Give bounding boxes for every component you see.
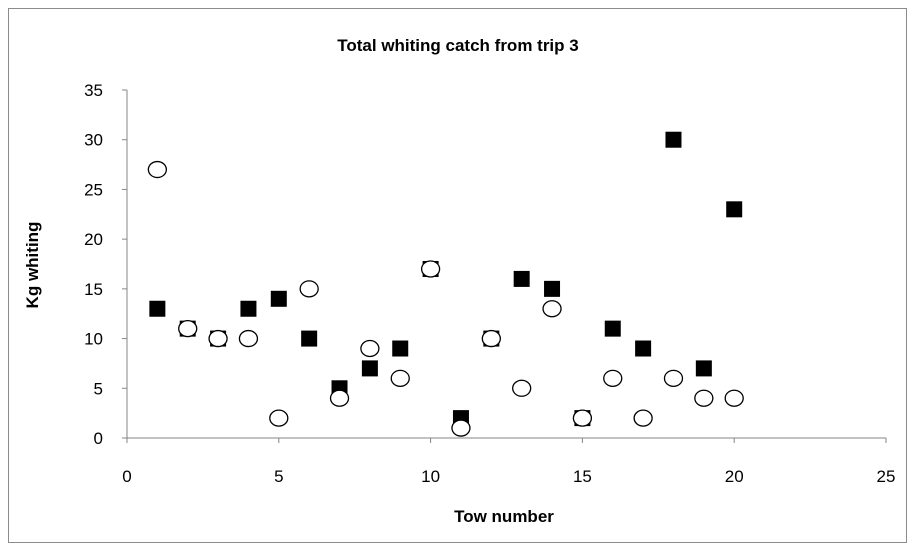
square-point — [149, 300, 166, 317]
circle-point — [208, 329, 228, 348]
x-axis-title: Tow number — [454, 507, 554, 526]
circle-point — [603, 369, 623, 387]
x-tick-labels: 0 5 10 15 20 25 — [122, 438, 895, 486]
circle-point — [299, 280, 319, 298]
circle-point — [178, 319, 198, 338]
square-point — [392, 340, 409, 357]
x-tick-label: 20 — [725, 467, 744, 486]
square-point — [361, 360, 378, 377]
circle-point — [360, 339, 380, 358]
square-point — [544, 280, 561, 297]
circle-point — [724, 389, 744, 407]
chart-frame — [8, 8, 907, 543]
y-axis-title: Kg whiting — [23, 222, 42, 309]
y-tick-labels: 0 5 10 15 20 25 30 35 — [84, 81, 127, 448]
y-tick-label: 5 — [94, 379, 103, 398]
circle-point — [420, 260, 441, 278]
circle-point — [512, 379, 532, 397]
chart-title: Total whiting catch from trip 3 — [337, 36, 578, 55]
x-tick-label: 5 — [274, 467, 283, 486]
y-tick-label: 20 — [84, 230, 103, 249]
data-points — [147, 131, 744, 437]
y-tick-label: 35 — [84, 81, 103, 100]
square-point — [665, 131, 682, 148]
circle-point — [572, 409, 593, 427]
circle-point — [633, 409, 653, 427]
circle-point — [269, 409, 289, 427]
y-tick-label: 15 — [84, 280, 103, 299]
circle-point — [481, 329, 501, 348]
axes — [126, 90, 886, 439]
circle-point — [238, 329, 259, 348]
square-point — [604, 320, 621, 337]
y-tick-label: 30 — [84, 131, 103, 150]
circle-point — [329, 389, 350, 407]
y-tick-label: 10 — [84, 330, 103, 349]
square-point — [695, 360, 712, 377]
square-point — [726, 201, 743, 218]
square-point — [635, 340, 652, 357]
circle-point — [390, 369, 410, 387]
x-tick-label: 15 — [573, 467, 592, 486]
x-tick-label: 0 — [122, 467, 131, 486]
circle-point — [451, 419, 471, 437]
circle-point — [694, 389, 714, 407]
x-tick-label: 25 — [877, 467, 896, 486]
circle-point — [542, 300, 562, 318]
square-point — [513, 270, 530, 287]
y-tick-label: 25 — [84, 180, 103, 199]
circle-point — [663, 369, 684, 387]
square-point — [240, 300, 257, 317]
circle-point — [147, 160, 168, 179]
square-point — [301, 330, 318, 347]
x-tick-label: 10 — [421, 467, 440, 486]
y-tick-label: 0 — [94, 429, 103, 448]
square-point — [270, 290, 287, 307]
